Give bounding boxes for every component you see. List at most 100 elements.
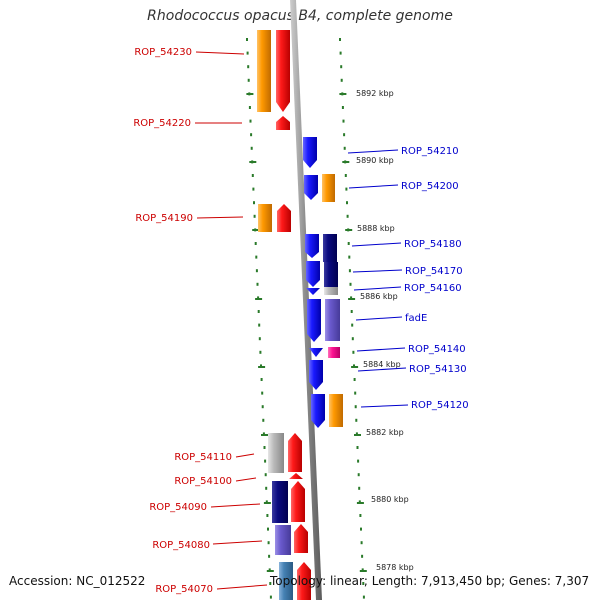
tick-dot bbox=[349, 282, 352, 286]
tick-column-right bbox=[339, 38, 367, 599]
tick-dot bbox=[346, 214, 349, 218]
tick-dot bbox=[265, 486, 268, 490]
tick-dot bbox=[355, 418, 358, 422]
tick-major bbox=[255, 298, 263, 300]
gene-rop-54160-gray[interactable] bbox=[324, 287, 338, 295]
tick-dot bbox=[254, 242, 257, 245]
gene-rop-54140-blue[interactable] bbox=[309, 348, 323, 357]
gene-rop-54070-steel[interactable] bbox=[279, 562, 293, 600]
tick-dot bbox=[347, 242, 350, 245]
gene-label-rop-54170[interactable]: ROP_54170 bbox=[405, 266, 463, 277]
tick-dot bbox=[268, 568, 271, 572]
gene-rop-54100[interactable] bbox=[289, 473, 303, 479]
gene-rop-54120-blue[interactable] bbox=[311, 394, 325, 428]
gene-rop-54190-red[interactable] bbox=[277, 204, 291, 232]
tick-dot bbox=[260, 364, 262, 368]
gene-rop-54180-blue[interactable] bbox=[305, 234, 319, 258]
gene-label-rop-54110[interactable]: ROP_54110 bbox=[174, 452, 232, 463]
tick-major bbox=[258, 366, 266, 368]
gene-rop-54120-orange[interactable] bbox=[329, 394, 343, 427]
gene-rop-54070-red[interactable] bbox=[297, 562, 311, 600]
gene-rop-54160[interactable] bbox=[306, 288, 320, 295]
gene-rop-54140-magenta[interactable] bbox=[328, 347, 340, 358]
tick-dot bbox=[252, 187, 255, 191]
gene-label-rop-54090[interactable]: ROP_54090 bbox=[149, 502, 207, 513]
tick-dot bbox=[361, 568, 364, 572]
scale-label: 5892 kbp bbox=[356, 89, 394, 98]
tick-dot bbox=[339, 38, 341, 41]
gene-labels-left: ROP_54230 ROP_54220 ROP_54190 ROP_54110 … bbox=[133, 47, 232, 595]
connectors-left bbox=[195, 51, 268, 590]
gene-label-rop-54080[interactable]: ROP_54080 bbox=[152, 540, 210, 551]
tick-major bbox=[261, 434, 268, 436]
gene-rop-54230-red[interactable] bbox=[276, 30, 290, 112]
gene-rop-54110-gray[interactable] bbox=[268, 433, 284, 473]
gene-label-rop-54100[interactable]: ROP_54100 bbox=[174, 476, 232, 487]
gene-label-rop-54160[interactable]: ROP_54160 bbox=[404, 283, 462, 294]
tick-dot bbox=[262, 418, 265, 422]
tick-dot bbox=[253, 214, 256, 218]
gene-rop-54210[interactable] bbox=[303, 137, 317, 168]
scale-label: 5888 kbp bbox=[357, 224, 395, 233]
gene-label-rop-54190[interactable]: ROP_54190 bbox=[135, 213, 193, 224]
tick-dot bbox=[253, 201, 255, 205]
scale-label: 5884 kbp bbox=[363, 360, 401, 369]
gene-rop-54220[interactable] bbox=[276, 116, 290, 130]
gene-rop-54090-red[interactable] bbox=[291, 481, 305, 522]
tick-dot bbox=[351, 323, 354, 327]
gene-rop-54200-blue[interactable] bbox=[304, 175, 318, 200]
tick-dot bbox=[259, 350, 262, 354]
tick-dot bbox=[352, 350, 355, 354]
gene-rop-54090-navy[interactable] bbox=[272, 481, 288, 523]
gene-label-fade[interactable]: fadE bbox=[405, 313, 427, 324]
gene-label-rop-54180[interactable]: ROP_54180 bbox=[404, 239, 462, 250]
tick-dot bbox=[247, 65, 250, 69]
tick-major bbox=[266, 570, 274, 572]
gene-rop-54170-navy[interactable] bbox=[324, 262, 338, 287]
tick-major bbox=[351, 366, 359, 368]
genes-right bbox=[303, 137, 343, 428]
tick-dot bbox=[346, 201, 348, 205]
gene-rop-54200-orange[interactable] bbox=[322, 174, 335, 202]
tick-dot bbox=[262, 432, 265, 436]
gene-label-rop-54070[interactable]: ROP_54070 bbox=[155, 584, 213, 595]
tick-dot bbox=[354, 391, 357, 395]
tick-dot bbox=[265, 500, 268, 504]
gene-rop-54080-red[interactable] bbox=[294, 524, 308, 553]
tick-dot bbox=[261, 391, 264, 395]
gene-rop-54110-red[interactable] bbox=[288, 433, 302, 472]
gene-label-rop-54210[interactable]: ROP_54210 bbox=[401, 146, 459, 157]
tick-dot bbox=[269, 595, 272, 599]
tick-dot bbox=[255, 269, 258, 273]
tick-dot bbox=[362, 595, 365, 599]
tick-dot bbox=[350, 296, 353, 300]
gene-rop-54190-orange[interactable] bbox=[258, 204, 272, 232]
tick-dot bbox=[350, 310, 353, 313]
gene-label-rop-54120[interactable]: ROP_54120 bbox=[411, 400, 469, 411]
gene-label-rop-54200[interactable]: ROP_54200 bbox=[401, 181, 459, 192]
gene-label-rop-54230[interactable]: ROP_54230 bbox=[134, 47, 192, 58]
tick-dot bbox=[264, 459, 267, 463]
tick-dot bbox=[362, 582, 365, 585]
tick-dot bbox=[261, 405, 264, 409]
gene-rop-54230-orange[interactable] bbox=[257, 30, 271, 112]
tick-dot bbox=[258, 337, 261, 341]
accession-text: Accession: NC_012522 bbox=[9, 574, 146, 588]
tick-major bbox=[263, 502, 271, 504]
gene-rop-54080-slate[interactable] bbox=[275, 525, 291, 555]
gene-label-rop-54140[interactable]: ROP_54140 bbox=[408, 344, 466, 355]
gene-rop-54170-blue[interactable] bbox=[306, 261, 320, 287]
tick-dot bbox=[256, 282, 259, 286]
tick-major bbox=[348, 298, 356, 300]
tick-dot bbox=[358, 486, 361, 490]
gene-fade-blue[interactable] bbox=[307, 299, 321, 342]
gene-rop-54180-navy[interactable] bbox=[323, 234, 337, 262]
connectors-right bbox=[347, 149, 409, 408]
gene-fade-slate[interactable] bbox=[325, 299, 340, 341]
gene-rop-54130[interactable] bbox=[309, 360, 323, 390]
tick-dot bbox=[339, 51, 342, 55]
tick-dot bbox=[266, 514, 269, 517]
gene-label-rop-54130[interactable]: ROP_54130 bbox=[409, 364, 467, 375]
gene-label-rop-54220[interactable]: ROP_54220 bbox=[133, 118, 191, 129]
